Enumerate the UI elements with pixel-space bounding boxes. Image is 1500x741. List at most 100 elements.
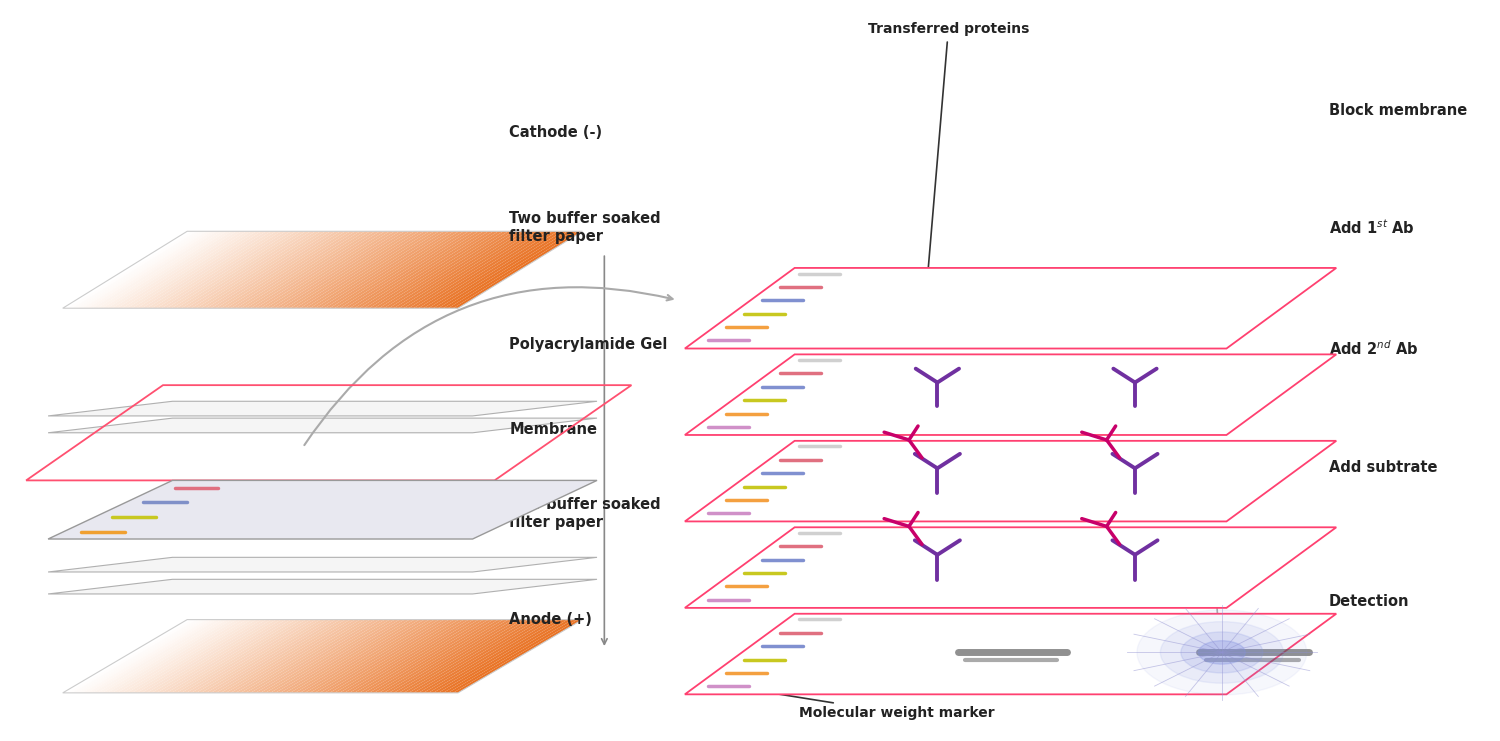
Polygon shape xyxy=(266,231,394,308)
Polygon shape xyxy=(220,231,350,308)
Polygon shape xyxy=(136,619,266,693)
Polygon shape xyxy=(240,231,370,308)
Polygon shape xyxy=(186,231,315,308)
Polygon shape xyxy=(296,231,424,308)
Text: Block membrane: Block membrane xyxy=(1329,103,1467,118)
Polygon shape xyxy=(122,619,252,693)
Polygon shape xyxy=(380,231,508,308)
Polygon shape xyxy=(290,619,420,693)
Polygon shape xyxy=(142,231,272,308)
Polygon shape xyxy=(304,231,433,308)
Polygon shape xyxy=(68,619,196,693)
Polygon shape xyxy=(354,619,483,693)
Polygon shape xyxy=(251,619,380,693)
Polygon shape xyxy=(384,231,513,308)
Polygon shape xyxy=(419,231,548,308)
Polygon shape xyxy=(166,231,296,308)
Polygon shape xyxy=(404,619,532,693)
Circle shape xyxy=(1161,622,1284,683)
Polygon shape xyxy=(438,619,567,693)
Polygon shape xyxy=(686,441,1336,522)
Polygon shape xyxy=(132,231,261,308)
Polygon shape xyxy=(364,619,494,693)
Polygon shape xyxy=(162,231,291,308)
Polygon shape xyxy=(453,619,582,693)
Polygon shape xyxy=(196,619,326,693)
Polygon shape xyxy=(236,231,364,308)
Polygon shape xyxy=(686,614,1336,694)
Text: Molecular weight marker: Molecular weight marker xyxy=(710,681,995,720)
Text: Cathode (-): Cathode (-) xyxy=(509,125,603,140)
Polygon shape xyxy=(128,619,256,693)
Polygon shape xyxy=(231,231,360,308)
Polygon shape xyxy=(240,619,370,693)
Polygon shape xyxy=(102,231,231,308)
Polygon shape xyxy=(315,619,444,693)
Text: Add 2$^{nd}$ Ab: Add 2$^{nd}$ Ab xyxy=(1329,339,1419,358)
Polygon shape xyxy=(246,619,375,693)
Polygon shape xyxy=(162,619,291,693)
Polygon shape xyxy=(399,231,528,308)
Polygon shape xyxy=(399,619,528,693)
Polygon shape xyxy=(433,231,562,308)
Polygon shape xyxy=(136,231,266,308)
Polygon shape xyxy=(300,619,429,693)
Polygon shape xyxy=(261,231,390,308)
Polygon shape xyxy=(82,619,212,693)
Polygon shape xyxy=(93,619,222,693)
Polygon shape xyxy=(132,619,261,693)
Polygon shape xyxy=(280,231,410,308)
Polygon shape xyxy=(354,231,483,308)
Polygon shape xyxy=(270,619,399,693)
Polygon shape xyxy=(429,231,558,308)
Polygon shape xyxy=(393,619,524,693)
Polygon shape xyxy=(438,231,567,308)
Polygon shape xyxy=(320,231,448,308)
Polygon shape xyxy=(102,619,231,693)
Polygon shape xyxy=(388,231,518,308)
Polygon shape xyxy=(309,619,440,693)
Polygon shape xyxy=(72,231,202,308)
Polygon shape xyxy=(261,619,390,693)
Polygon shape xyxy=(358,619,489,693)
Polygon shape xyxy=(448,231,578,308)
Polygon shape xyxy=(182,231,310,308)
Polygon shape xyxy=(216,231,345,308)
Text: Add 1$^{st}$ Ab: Add 1$^{st}$ Ab xyxy=(1329,219,1414,237)
Polygon shape xyxy=(93,231,222,308)
Polygon shape xyxy=(423,619,552,693)
Polygon shape xyxy=(48,402,597,416)
Polygon shape xyxy=(48,557,597,572)
Polygon shape xyxy=(334,619,464,693)
Polygon shape xyxy=(304,619,433,693)
Polygon shape xyxy=(433,619,562,693)
Polygon shape xyxy=(142,619,272,693)
Polygon shape xyxy=(453,231,582,308)
Polygon shape xyxy=(206,619,336,693)
Polygon shape xyxy=(98,619,226,693)
Polygon shape xyxy=(186,619,315,693)
Polygon shape xyxy=(106,619,237,693)
Polygon shape xyxy=(296,619,424,693)
Polygon shape xyxy=(147,231,276,308)
Polygon shape xyxy=(177,231,306,308)
Text: Two buffer soaked
filter paper: Two buffer soaked filter paper xyxy=(509,497,662,530)
Polygon shape xyxy=(112,619,242,693)
Polygon shape xyxy=(182,619,310,693)
Polygon shape xyxy=(201,619,330,693)
Polygon shape xyxy=(393,231,524,308)
Polygon shape xyxy=(369,619,498,693)
Polygon shape xyxy=(231,619,360,693)
Polygon shape xyxy=(226,619,356,693)
Polygon shape xyxy=(106,231,237,308)
Polygon shape xyxy=(177,619,306,693)
Polygon shape xyxy=(211,619,340,693)
Polygon shape xyxy=(339,231,470,308)
Polygon shape xyxy=(334,231,464,308)
Polygon shape xyxy=(274,619,405,693)
Polygon shape xyxy=(384,619,513,693)
Polygon shape xyxy=(166,619,296,693)
Polygon shape xyxy=(320,619,448,693)
Polygon shape xyxy=(122,231,252,308)
Polygon shape xyxy=(152,619,280,693)
